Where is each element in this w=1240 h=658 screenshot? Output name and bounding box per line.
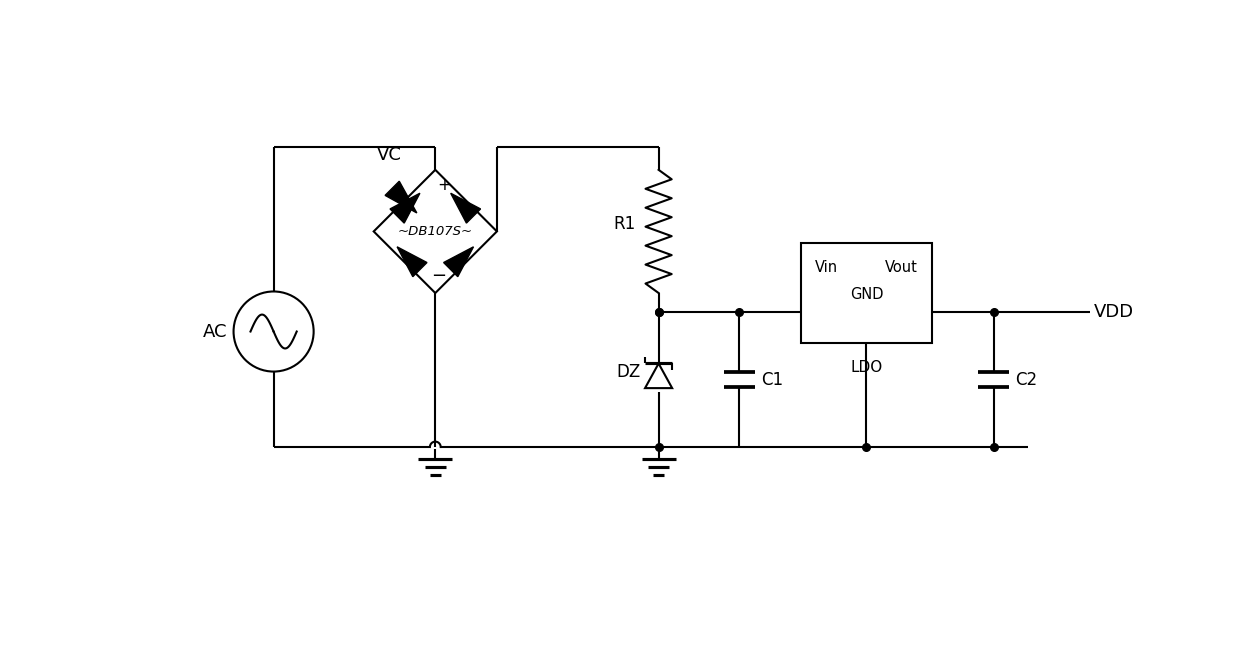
- Text: −: −: [432, 267, 446, 285]
- Polygon shape: [397, 247, 427, 277]
- Text: Vout: Vout: [885, 260, 918, 275]
- Text: GND: GND: [849, 287, 883, 302]
- Bar: [801, 243, 932, 343]
- Polygon shape: [444, 247, 474, 277]
- Text: ~DB107S~: ~DB107S~: [398, 225, 472, 238]
- Text: C2: C2: [1016, 370, 1037, 389]
- Text: Vin: Vin: [815, 260, 838, 275]
- Text: C1: C1: [761, 370, 784, 389]
- Polygon shape: [450, 193, 481, 223]
- Polygon shape: [391, 193, 420, 223]
- Text: VC: VC: [377, 145, 402, 164]
- Text: VDD: VDD: [1094, 303, 1133, 321]
- Text: AC: AC: [203, 322, 227, 341]
- Text: R1: R1: [614, 215, 635, 233]
- Text: +: +: [438, 176, 451, 194]
- Polygon shape: [386, 181, 417, 213]
- Text: DZ: DZ: [616, 363, 641, 381]
- Text: LDO: LDO: [851, 360, 883, 375]
